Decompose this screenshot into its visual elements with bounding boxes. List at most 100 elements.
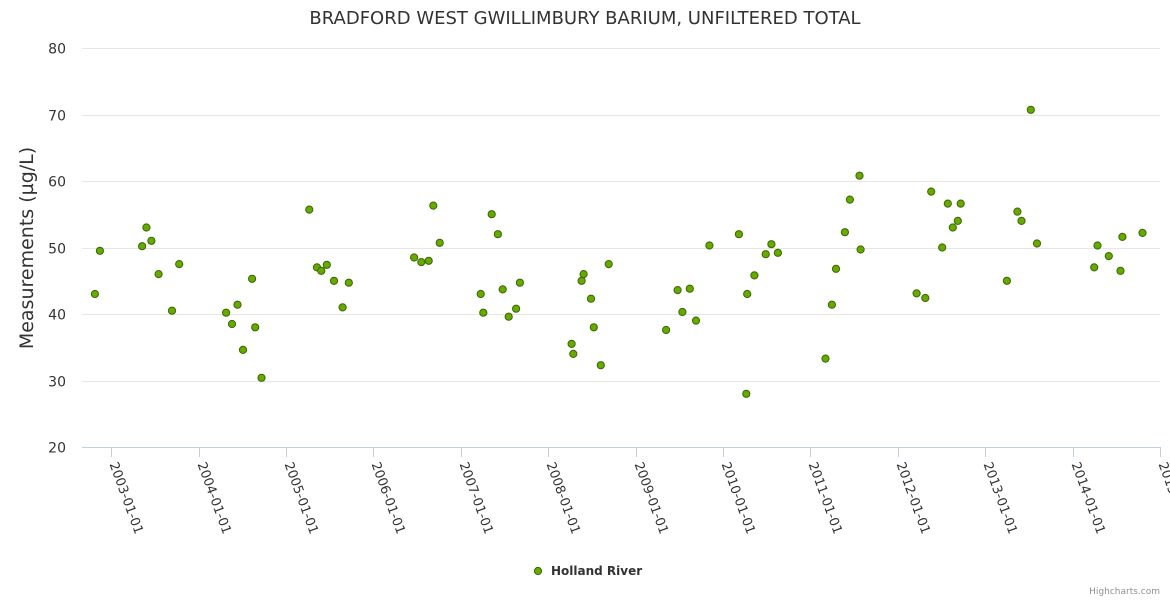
data-point[interactable]: [154, 270, 163, 279]
data-point[interactable]: [487, 210, 496, 219]
data-point[interactable]: [685, 284, 694, 293]
x-tick-label: 2012-01-01: [893, 460, 933, 536]
data-point[interactable]: [956, 199, 965, 208]
data-point[interactable]: [410, 253, 419, 262]
data-point[interactable]: [569, 349, 578, 358]
y-tick-label: 80: [48, 42, 66, 58]
data-point[interactable]: [424, 256, 433, 265]
data-point[interactable]: [95, 246, 105, 255]
legend-item-holland-river[interactable]: Holland River: [551, 564, 642, 578]
data-point[interactable]: [662, 325, 671, 335]
data-point[interactable]: [512, 304, 521, 313]
data-point[interactable]: [338, 303, 347, 312]
data-point[interactable]: [138, 242, 147, 251]
data-point[interactable]: [504, 312, 513, 321]
y-tick-label: 20: [48, 441, 66, 457]
data-point[interactable]: [257, 373, 266, 382]
data-point[interactable]: [586, 294, 596, 303]
data-point[interactable]: [579, 270, 588, 279]
data-point[interactable]: [515, 278, 525, 287]
data-point[interactable]: [1032, 239, 1042, 248]
data-point[interactable]: [233, 300, 242, 309]
data-point[interactable]: [773, 248, 783, 257]
data-point[interactable]: [943, 199, 952, 208]
data-point[interactable]: [953, 216, 962, 225]
data-point[interactable]: [856, 245, 865, 254]
data-point[interactable]: [498, 285, 507, 294]
data-point[interactable]: [329, 276, 339, 285]
data-point[interactable]: [927, 187, 936, 196]
data-point[interactable]: [840, 228, 850, 237]
data-point[interactable]: [855, 171, 864, 180]
data-point[interactable]: [305, 205, 314, 214]
data-point[interactable]: [322, 260, 331, 269]
data-point[interactable]: [767, 240, 776, 249]
data-point[interactable]: [90, 289, 100, 299]
data-point[interactable]: [1013, 207, 1022, 216]
data-point[interactable]: [821, 354, 830, 363]
data-point[interactable]: [691, 316, 701, 325]
data-point[interactable]: [734, 230, 744, 239]
data-point[interactable]: [248, 274, 257, 283]
data-point[interactable]: [167, 306, 177, 315]
data-point[interactable]: [1104, 252, 1113, 261]
data-point[interactable]: [147, 236, 156, 245]
data-point[interactable]: [589, 323, 598, 332]
data-point[interactable]: [921, 293, 930, 303]
data-point[interactable]: [175, 260, 184, 269]
data-point[interactable]: [938, 243, 947, 252]
data-point[interactable]: [417, 258, 426, 267]
data-point[interactable]: [142, 223, 151, 232]
data-point[interactable]: [479, 308, 488, 317]
data-point[interactable]: [1118, 232, 1127, 241]
data-point[interactable]: [845, 195, 855, 204]
x-tick-label: 2009-01-01: [631, 460, 671, 536]
data-point[interactable]: [742, 389, 751, 398]
data-point[interactable]: [1017, 216, 1026, 225]
y-gridlines: [82, 48, 1160, 382]
data-point[interactable]: [435, 238, 444, 247]
data-point[interactable]: [678, 307, 687, 317]
data-point[interactable]: [1002, 276, 1012, 285]
x-tick-label: 2006-01-01: [368, 460, 408, 536]
x-tick-label: 2004-01-01: [194, 460, 234, 536]
x-tick-label: 2011-01-01: [805, 460, 845, 536]
x-tick-label: 2007-01-01: [456, 460, 496, 536]
data-point[interactable]: [238, 345, 248, 354]
data-point[interactable]: [577, 276, 586, 285]
data-point[interactable]: [567, 339, 576, 348]
data-point[interactable]: [604, 260, 613, 269]
x-tick-label: 2013-01-01: [980, 460, 1020, 536]
data-point[interactable]: [750, 271, 759, 280]
data-point[interactable]: [743, 289, 752, 299]
y-axis-label: Measurements (µg/L): [16, 147, 38, 349]
credits-link[interactable]: Highcharts.com: [1089, 587, 1160, 597]
x-tick-label: 2008-01-01: [543, 460, 583, 536]
data-point[interactable]: [673, 286, 682, 295]
data-point[interactable]: [493, 230, 502, 239]
data-point[interactable]: [827, 300, 837, 309]
data-point[interactable]: [317, 266, 326, 275]
x-tick-label: 2015-01-01: [1155, 460, 1170, 536]
data-point[interactable]: [429, 201, 438, 210]
data-point[interactable]: [1093, 241, 1102, 250]
data-point[interactable]: [222, 308, 231, 317]
data-point[interactable]: [705, 241, 714, 250]
data-point[interactable]: [476, 289, 485, 299]
data-point[interactable]: [761, 250, 770, 259]
legend[interactable]: Holland River: [533, 564, 642, 578]
data-point[interactable]: [344, 278, 353, 287]
data-point[interactable]: [1116, 266, 1125, 275]
data-point[interactable]: [948, 223, 957, 232]
data-point[interactable]: [1090, 263, 1099, 272]
y-tick-label: 40: [48, 308, 66, 324]
data-point[interactable]: [912, 289, 921, 298]
data-point[interactable]: [227, 319, 237, 329]
data-point[interactable]: [831, 264, 841, 273]
data-point[interactable]: [1138, 228, 1147, 237]
data-point[interactable]: [1026, 105, 1035, 114]
data-point[interactable]: [596, 361, 605, 370]
data-point[interactable]: [251, 323, 260, 332]
y-tick-labels: 20 30 40 50 60 70 80: [48, 42, 66, 457]
